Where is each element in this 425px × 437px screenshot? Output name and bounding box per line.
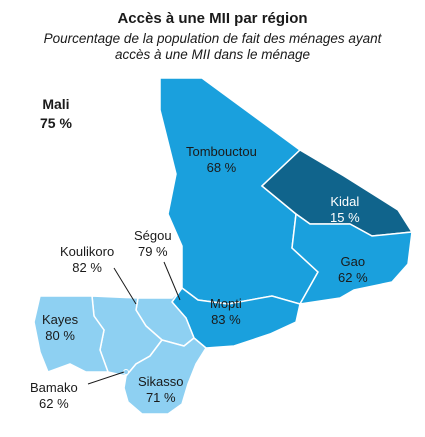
country-summary: Mali 75 % — [40, 95, 72, 133]
leader-line-bamako — [87, 371, 125, 385]
label-tombouctou: Tombouctou 68 % — [186, 144, 257, 176]
label-mopti: Mopti 83 % — [210, 296, 242, 328]
region-gao[interactable] — [291, 212, 413, 305]
label-value: 68 % — [206, 160, 237, 175]
label-name: Tombouctou — [186, 144, 257, 159]
label-value: 62 % — [39, 396, 69, 411]
subtitle-line-1: Pourcentage de la population de fait des… — [43, 31, 382, 46]
map-subtitle: Pourcentage de la population de fait des… — [0, 31, 425, 63]
label-value: 62 % — [338, 270, 368, 285]
label-name: Koulikoro — [60, 244, 115, 259]
label-name: Kidal — [330, 194, 360, 209]
label-kidal: Kidal 15 % — [330, 194, 360, 226]
label-value: 71 % — [145, 390, 176, 405]
label-name: Kayes — [42, 312, 79, 327]
label-name: Gao — [340, 254, 366, 269]
label-sikasso: Sikasso 71 % — [138, 374, 184, 406]
region-bamako[interactable] — [123, 369, 129, 375]
label-koulikoro: Koulikoro 82 % — [60, 244, 114, 276]
label-name: Bamako — [30, 380, 78, 395]
subtitle-line-2: accès à une MII dans le ménage — [114, 47, 311, 62]
label-value: 82 % — [72, 260, 102, 275]
label-value: 79 % — [137, 244, 168, 259]
label-name: Ségou — [134, 228, 172, 243]
label-gao: Gao 62 % — [338, 254, 368, 286]
leader-line-koulikoro — [113, 267, 137, 305]
label-segou: Ségou 79 % — [134, 228, 172, 260]
country-value: 75 % — [40, 115, 72, 131]
leader-line-segou — [163, 261, 181, 301]
label-kayes: Kayes 80 % — [42, 312, 78, 344]
label-value: 83 % — [211, 312, 241, 327]
label-name: Mopti — [210, 296, 242, 311]
label-value: 15 % — [330, 210, 360, 225]
country-name: Mali — [42, 96, 70, 112]
label-name: Sikasso — [138, 374, 184, 389]
label-value: 80 % — [45, 328, 75, 343]
region-sikasso[interactable] — [123, 337, 207, 415]
label-bamako: Bamako 62 % — [30, 380, 78, 412]
map-title: Accès à une MII par région — [117, 10, 308, 27]
region-kayes[interactable] — [33, 295, 110, 373]
